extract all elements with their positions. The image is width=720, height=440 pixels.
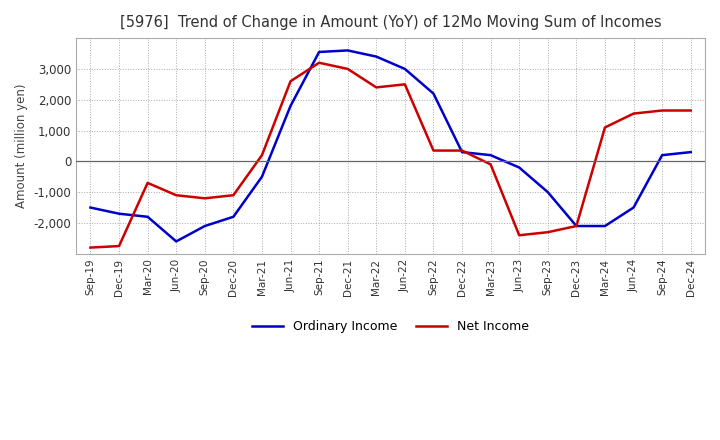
Net Income bbox=[658, 108, 667, 113]
Net Income bbox=[343, 66, 352, 72]
Net Income bbox=[114, 243, 123, 249]
Net Income bbox=[600, 125, 609, 130]
Net Income bbox=[458, 148, 467, 153]
Ordinary Income bbox=[315, 49, 323, 55]
Ordinary Income bbox=[86, 205, 95, 210]
Legend: Ordinary Income, Net Income: Ordinary Income, Net Income bbox=[247, 315, 534, 338]
Net Income bbox=[400, 82, 409, 87]
Ordinary Income bbox=[515, 165, 523, 170]
Net Income bbox=[429, 148, 438, 153]
Ordinary Income bbox=[544, 190, 552, 195]
Net Income bbox=[686, 108, 695, 113]
Ordinary Income bbox=[429, 91, 438, 96]
Ordinary Income bbox=[600, 224, 609, 229]
Net Income bbox=[287, 79, 295, 84]
Ordinary Income bbox=[287, 103, 295, 109]
Ordinary Income bbox=[258, 174, 266, 180]
Ordinary Income bbox=[686, 150, 695, 155]
Net Income bbox=[544, 230, 552, 235]
Ordinary Income bbox=[172, 239, 181, 244]
Net Income bbox=[629, 111, 638, 116]
Net Income bbox=[143, 180, 152, 186]
Net Income bbox=[229, 193, 238, 198]
Ordinary Income bbox=[200, 224, 209, 229]
Ordinary Income bbox=[458, 150, 467, 155]
Ordinary Income bbox=[343, 48, 352, 53]
Net Income bbox=[486, 162, 495, 167]
Net Income bbox=[515, 233, 523, 238]
Net Income bbox=[572, 224, 581, 229]
Ordinary Income bbox=[114, 211, 123, 216]
Net Income bbox=[372, 85, 381, 90]
Net Income bbox=[315, 60, 323, 66]
Net Income bbox=[200, 196, 209, 201]
Line: Ordinary Income: Ordinary Income bbox=[91, 51, 690, 242]
Ordinary Income bbox=[572, 224, 581, 229]
Ordinary Income bbox=[400, 66, 409, 72]
Y-axis label: Amount (million yen): Amount (million yen) bbox=[15, 84, 28, 208]
Line: Net Income: Net Income bbox=[91, 63, 690, 248]
Net Income bbox=[258, 153, 266, 158]
Net Income bbox=[172, 193, 181, 198]
Ordinary Income bbox=[629, 205, 638, 210]
Title: [5976]  Trend of Change in Amount (YoY) of 12Mo Moving Sum of Incomes: [5976] Trend of Change in Amount (YoY) o… bbox=[120, 15, 662, 30]
Ordinary Income bbox=[229, 214, 238, 220]
Ordinary Income bbox=[372, 54, 381, 59]
Ordinary Income bbox=[658, 153, 667, 158]
Ordinary Income bbox=[143, 214, 152, 220]
Ordinary Income bbox=[486, 153, 495, 158]
Net Income bbox=[86, 245, 95, 250]
